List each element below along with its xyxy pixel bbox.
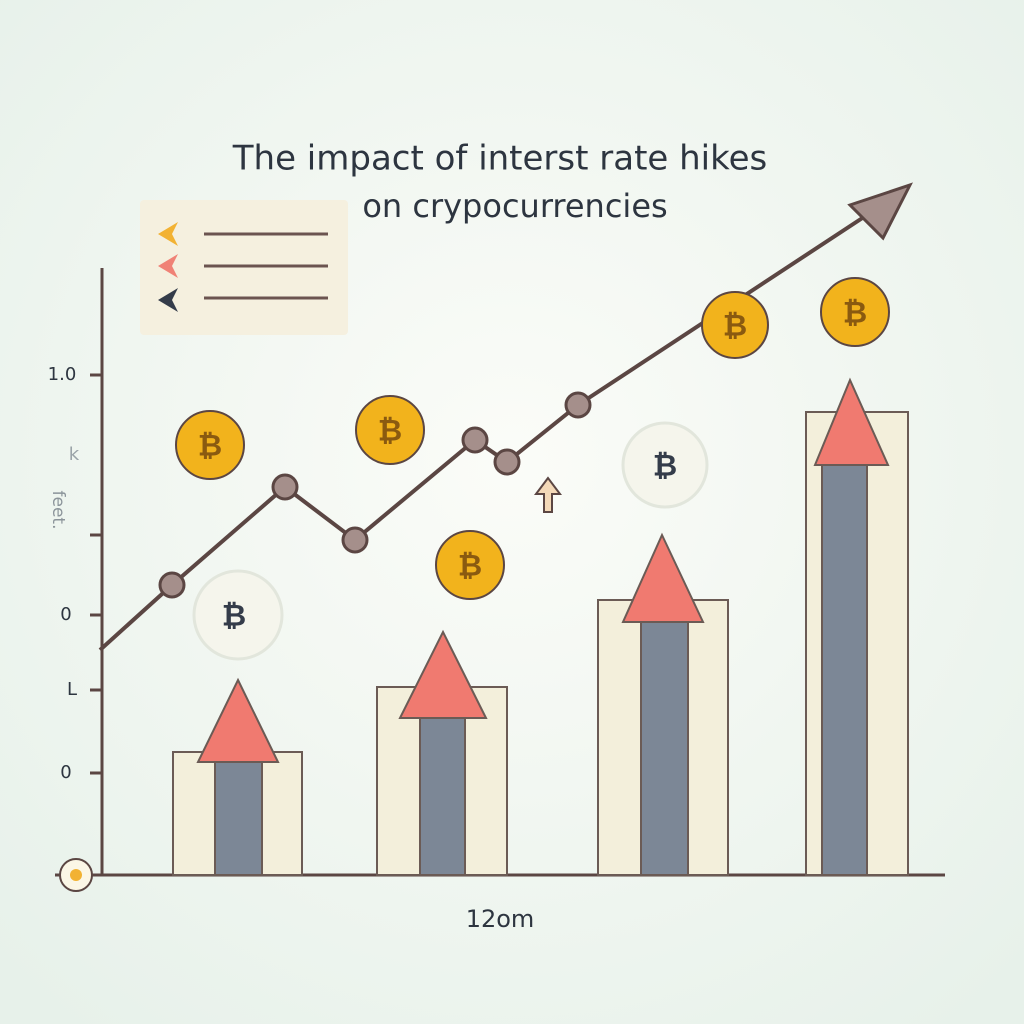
coin: ₿ xyxy=(701,291,769,359)
coin-pale: ₿ xyxy=(621,421,709,509)
coin: ₿ xyxy=(355,395,425,465)
bars xyxy=(172,377,909,876)
trend-point xyxy=(158,571,186,599)
coin: ₿ xyxy=(435,530,505,600)
small-arrow xyxy=(534,476,562,513)
legend-arrow xyxy=(158,288,178,312)
y-tick-label: 0 xyxy=(60,604,71,625)
legend-arrow xyxy=(158,222,178,246)
bar-inner xyxy=(419,715,466,876)
bar-arrow xyxy=(398,629,488,719)
y-tick-label: 1.0 xyxy=(48,364,77,385)
trend-point xyxy=(493,448,521,476)
origin-dot xyxy=(70,869,82,881)
trend-point xyxy=(461,426,489,454)
bar-inner xyxy=(214,759,263,876)
y-tick-labels: 1.0 k 0 L 0 xyxy=(48,364,80,783)
coin-symbol: ₿ xyxy=(222,599,246,634)
y-tick-label: 0 xyxy=(60,762,71,783)
y-tick-label: k xyxy=(69,444,80,465)
coin-pale: ₿ xyxy=(192,569,284,661)
coins: ₿ ₿ ₿ ₿ ₿ ₿ ₿ xyxy=(175,277,890,661)
x-axis-label: 12om xyxy=(466,905,535,933)
trend-point xyxy=(341,526,369,554)
trend-line xyxy=(98,211,872,652)
bar-arrow xyxy=(621,532,705,623)
bar-arrow xyxy=(196,677,280,763)
coin-symbol: ₿ xyxy=(653,449,677,484)
coin-symbol: ₿ xyxy=(378,414,402,449)
coin-symbol: ₿ xyxy=(198,429,222,464)
coin-symbol: ₿ xyxy=(723,309,747,344)
coin-symbol: ₿ xyxy=(458,549,482,584)
coin-symbol: ₿ xyxy=(843,296,867,331)
title-line: on crypocurrencies xyxy=(362,187,667,225)
trend xyxy=(98,182,913,652)
y-tick-label: L xyxy=(67,679,77,700)
title-line: The impact of interst rate hikes xyxy=(232,139,768,179)
trend-point xyxy=(564,391,592,419)
trend-point xyxy=(271,473,299,501)
trend-arrowhead xyxy=(847,182,913,241)
legend-arrow xyxy=(158,254,178,278)
coin: ₿ xyxy=(820,277,890,347)
y-axis-label: feet. xyxy=(48,491,68,530)
bar-arrow xyxy=(813,377,890,466)
bar-inner xyxy=(640,619,689,876)
bar-inner xyxy=(821,461,868,876)
coin: ₿ xyxy=(175,410,245,480)
legend xyxy=(140,200,348,335)
